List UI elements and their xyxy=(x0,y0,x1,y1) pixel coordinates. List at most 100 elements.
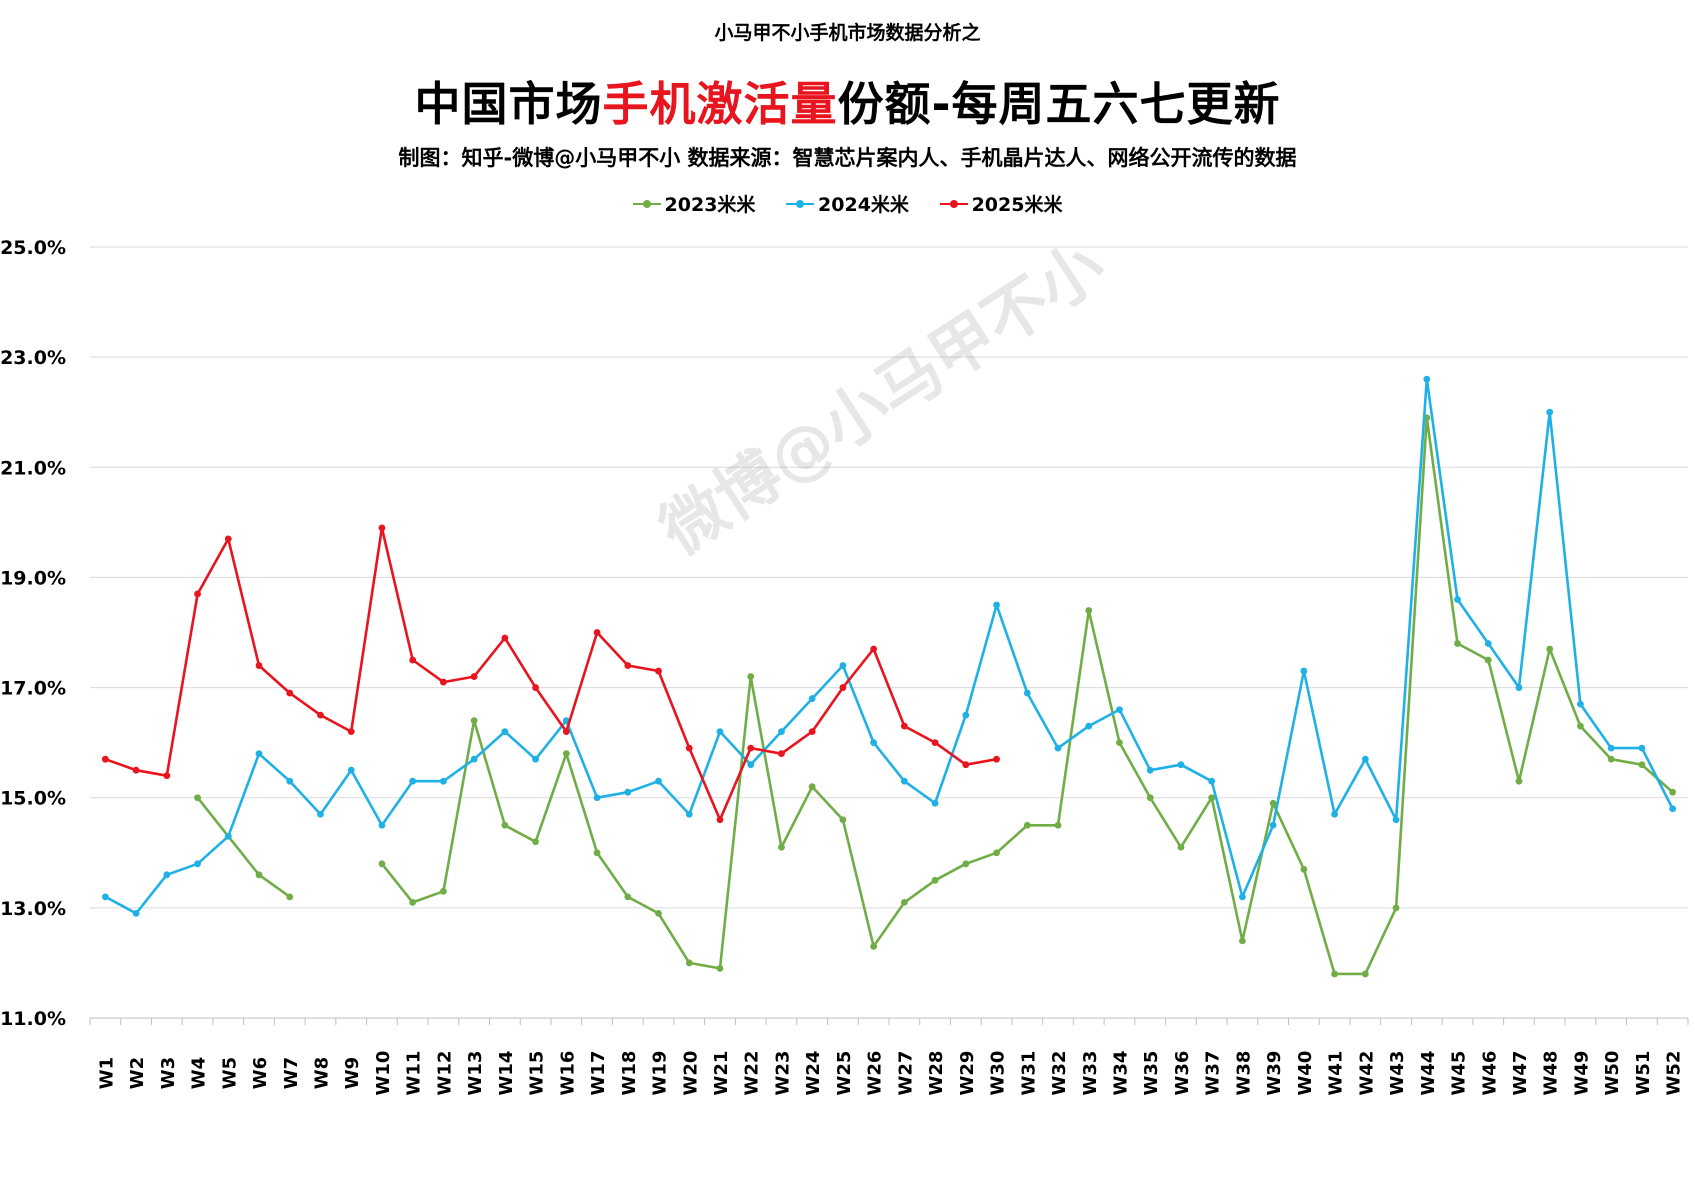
data-point-2023 xyxy=(532,838,539,846)
series-title: 小马甲不小手机市场数据分析之 xyxy=(714,22,981,44)
legend-dot-2024 xyxy=(796,199,805,208)
x-tick-label: W36 xyxy=(1172,1051,1193,1096)
x-tick-label: W14 xyxy=(496,1051,517,1096)
legend-label-2023: 2023米米 xyxy=(664,194,756,216)
legend-dot-2025 xyxy=(949,199,958,208)
data-point-2025 xyxy=(593,629,601,636)
data-point-2023 xyxy=(1085,607,1093,614)
data-point-2024 xyxy=(532,755,539,763)
data-point-2024 xyxy=(1269,821,1277,829)
series-line-2024 xyxy=(104,377,1674,915)
data-point-2023 xyxy=(440,887,447,895)
data-point-2025 xyxy=(747,744,755,752)
data-point-2024 xyxy=(1023,689,1031,697)
data-point-2024 xyxy=(286,777,294,785)
x-tick-label: W20 xyxy=(680,1051,701,1096)
data-point-2024 xyxy=(1300,667,1308,675)
data-point-2025 xyxy=(685,744,693,752)
data-point-2024 xyxy=(778,728,785,736)
x-tick-label: W10 xyxy=(373,1051,394,1096)
data-point-2024 xyxy=(1454,596,1461,603)
legend: 2023米米 2024米米 2025米米 xyxy=(0,190,1695,217)
data-point-2024 xyxy=(993,601,1000,609)
data-point-2025 xyxy=(624,662,632,669)
data-point-2024 xyxy=(1239,893,1246,901)
y-tick-label: 23.0% xyxy=(0,347,66,369)
x-tick-label: W16 xyxy=(557,1051,578,1096)
data-point-2023 xyxy=(1023,821,1031,829)
data-point-2023 xyxy=(778,843,785,851)
x-tick-label: W33 xyxy=(1080,1051,1101,1096)
x-tick-label: W48 xyxy=(1541,1051,1562,1096)
data-point-2024 xyxy=(501,728,509,736)
data-point-2025 xyxy=(532,684,539,691)
x-tick-label: W26 xyxy=(865,1051,886,1096)
data-point-2023 xyxy=(1331,970,1338,978)
x-tick-label: W43 xyxy=(1387,1051,1408,1096)
x-tick-label: W3 xyxy=(158,1057,179,1089)
data-point-2023 xyxy=(1607,755,1615,763)
legend-swatch-2023 xyxy=(632,198,661,210)
data-point-2025 xyxy=(194,590,201,598)
series-line-2023 xyxy=(196,796,291,898)
data-point-2024 xyxy=(1116,706,1123,713)
x-tick-label: W28 xyxy=(926,1051,947,1096)
data-point-2024 xyxy=(747,761,755,769)
data-point-2024 xyxy=(900,777,908,785)
data-point-2023 xyxy=(839,816,847,824)
data-point-2025 xyxy=(778,750,785,758)
data-point-2024 xyxy=(931,799,939,807)
x-tick-label: W47 xyxy=(1510,1051,1531,1096)
data-point-2024 xyxy=(1515,684,1523,691)
x-tick-label: W7 xyxy=(281,1057,302,1089)
x-tick-label: W9 xyxy=(342,1057,363,1089)
data-point-2024 xyxy=(1638,744,1646,752)
x-tick-label: W44 xyxy=(1418,1051,1439,1096)
data-point-2025 xyxy=(655,667,662,675)
x-tick-label: W15 xyxy=(527,1051,548,1096)
x-tick-label: W46 xyxy=(1479,1051,1500,1096)
x-tick-label: W38 xyxy=(1233,1051,1254,1096)
data-point-2023 xyxy=(593,849,601,857)
x-tick-label: W4 xyxy=(189,1057,210,1089)
x-tick-label: W52 xyxy=(1664,1051,1685,1096)
x-tick-label: W23 xyxy=(772,1051,793,1096)
legend-item-2023: 2023米米 xyxy=(632,190,756,217)
x-tick-label: W32 xyxy=(1049,1051,1070,1096)
legend-swatch-2025 xyxy=(939,198,968,210)
x-tick-label: W6 xyxy=(250,1057,271,1089)
legend-item-2024: 2024米米 xyxy=(786,190,909,217)
data-point-2024 xyxy=(1208,777,1216,785)
data-point-2024 xyxy=(440,777,447,785)
data-point-2024 xyxy=(163,871,171,879)
data-point-2024 xyxy=(224,832,232,840)
data-point-2024 xyxy=(409,777,417,785)
data-point-2023 xyxy=(194,794,201,802)
x-tick-label: W17 xyxy=(588,1051,609,1096)
chart-credit: 制图：知乎-微博@小马甲不小 数据来源：智慧芯片案内人、手机晶片达人、网络公开流… xyxy=(398,146,1297,170)
data-point-2024 xyxy=(101,893,109,901)
data-point-2025 xyxy=(163,772,171,780)
data-point-2023 xyxy=(1269,799,1277,807)
data-point-2024 xyxy=(132,909,140,917)
data-point-2024 xyxy=(655,777,662,785)
data-point-2023 xyxy=(1208,794,1216,802)
legend-swatch-2024 xyxy=(786,198,815,210)
data-point-2023 xyxy=(1361,970,1369,978)
x-tick-label: W19 xyxy=(650,1051,671,1096)
data-point-2025 xyxy=(501,634,509,642)
y-tick-label: 15.0% xyxy=(0,788,66,810)
y-tick-label: 21.0% xyxy=(0,457,66,479)
data-point-2025 xyxy=(993,755,1000,763)
x-tick-label: W34 xyxy=(1110,1051,1131,1096)
data-point-2023 xyxy=(1392,904,1400,912)
chart-title: 中国市场手机激活量份额-每周五六七更新 xyxy=(0,68,1695,134)
y-tick-label: 11.0% xyxy=(0,1008,66,1030)
data-point-2024 xyxy=(593,794,601,802)
data-point-2023 xyxy=(1638,761,1646,769)
data-point-2024 xyxy=(624,788,632,796)
x-tick-label: W30 xyxy=(988,1051,1009,1096)
data-point-2025 xyxy=(962,761,970,769)
legend-label-2024: 2024米米 xyxy=(818,194,909,216)
